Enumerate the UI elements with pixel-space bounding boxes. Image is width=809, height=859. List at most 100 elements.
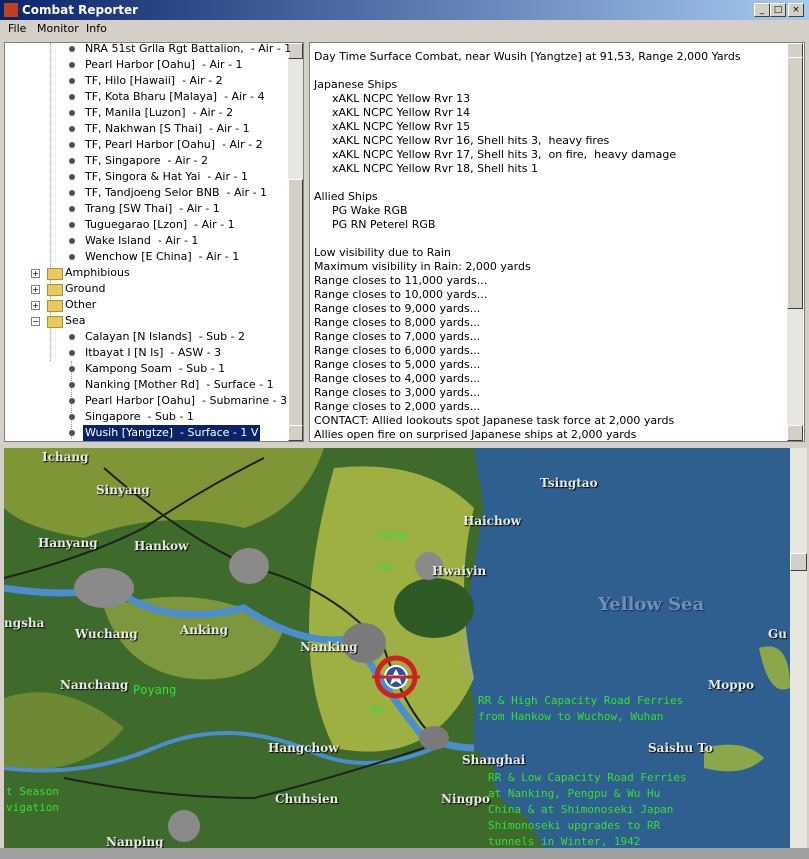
map-note: RR & Low Capacity Road Ferries [488,771,687,784]
map-label[interactable]: Yellow Sea [598,594,705,615]
map-label[interactable]: Tsingtao [540,476,598,490]
tree-node-icon [69,238,75,244]
map-note: Shimonoseki upgrades to RR [488,819,661,832]
map-label[interactable]: Sinyang [96,483,150,497]
map-scrollbar[interactable] [790,448,807,848]
tree-node-icon [69,222,75,228]
map-label[interactable]: Hangchow [268,741,339,755]
tree-expander[interactable]: + [31,269,40,278]
report-line: Range closes to 9,000 yards... [314,302,481,315]
tree-node[interactable]: Tuguegarao [Lzon] - Air - 1 [85,218,235,231]
scroll-thumb[interactable] [787,57,803,309]
tree-node-icon [69,142,75,148]
map-note: at Nanking, Pengpu & Wu Hu [488,787,661,800]
tree-folder[interactable]: Amphibious [65,266,130,279]
tree-node[interactable]: TF, Singora & Hat Yai - Air - 1 [85,170,248,183]
tree-node[interactable]: Trang [SW Thai] - Air - 1 [85,202,220,215]
tree-node-icon [69,62,75,68]
map-view[interactable]: Ichang Sinyang Hanyang Hankow Tsingtao Haicho… [4,448,790,848]
map-label[interactable]: Hu [378,560,393,574]
tree-node[interactable]: Pearl Harbor [Oahu] - Air - 1 [85,58,243,71]
tree-node[interactable]: Wenchow [E China] - Air - 1 [85,250,240,263]
report-line: xAKL NCPC Yellow Rvr 18, Shell hits 1 [332,162,539,175]
tree-node[interactable]: TF, Manila [Luzon] - Air - 2 [85,106,234,119]
scroll-down[interactable] [288,425,303,441]
report-line: xAKL NCPC Yellow Rvr 16, Shell hits 3, h… [332,134,610,147]
map-label[interactable]: Chuhsien [275,792,339,806]
tree-node[interactable]: Calayan [N Islands] - Sub - 2 [85,330,246,343]
close-button[interactable]: × [788,3,804,17]
tree-node-icon [69,158,75,164]
tree-node[interactable]: Nanking [Mother Rd] - Surface - 1 [85,378,274,391]
report-panel: Day Time Surface Combat, near Wusih [Yan… [309,42,805,442]
tree-folder[interactable]: Other [65,298,97,311]
tree-node[interactable]: TF, Kota Bharu [Malaya] - Air - 4 [85,90,265,103]
map-terrain [4,448,790,848]
tree-node[interactable]: TF, Pearl Harbor [Oahu] - Air - 2 [85,138,263,151]
tree-node[interactable]: TF, Hilo [Hawaii] - Air - 2 [85,74,223,87]
tree-node-icon [69,398,75,404]
folder-icon [47,268,63,280]
tree-node[interactable]: TF, Singapore - Air - 2 [85,154,209,167]
tree-expander[interactable]: + [31,301,40,310]
map-label[interactable]: Nanping [106,835,164,848]
report-line: Range closes to 2,000 yards... [314,400,481,413]
map-label[interactable]: Ningpo [441,792,491,806]
map-label[interactable]: Poyang [133,683,177,697]
tree-node[interactable]: Itbayat I [N Is] - ASW - 3 [85,346,222,359]
tree-node[interactable]: TF, Tandjoeng Selor BNB - Air - 1 [85,186,268,199]
map-label[interactable]: Gu [768,627,787,641]
map-label[interactable]: Nanking [300,640,358,654]
tree-scrollbar[interactable] [288,43,303,441]
tree-node[interactable]: Pearl Harbor [Oahu] - Submarine - 3 [85,394,288,407]
menu-item[interactable]: File [8,22,27,35]
map-label[interactable]: Moppo [708,678,755,692]
scroll-thumb[interactable] [790,553,807,571]
minimize-button[interactable]: _ [754,3,770,17]
tree-node-icon [69,350,75,356]
map-label[interactable]: Hu [370,703,385,717]
map-label[interactable]: Anking [180,623,229,637]
menu-item[interactable]: Info [86,22,107,35]
tree-node[interactable]: Wake Island - Air - 1 [85,234,199,247]
report-line: xAKL NCPC Yellow Rvr 17, Shell hits 3, o… [332,148,677,161]
map-note: vigation [6,801,59,814]
scroll-thumb[interactable] [288,179,303,441]
scroll-down[interactable] [787,425,803,441]
map-label[interactable]: Nanchang [60,678,129,692]
report-line: Japanese Ships [314,78,398,91]
tree-node[interactable]: Singapore - Sub - 1 [85,410,194,423]
tree-node-icon [69,382,75,388]
map-label[interactable]: Haichow [463,514,522,528]
tree-node-icon [69,46,75,52]
maximize-button[interactable]: □ [770,3,786,17]
folder-icon [47,300,63,312]
map-note: tunnels in Winter, 1942 [488,835,641,848]
tree-folder[interactable]: Sea [65,314,86,327]
tree-node[interactable]: TF, Nakhwan [S Thai] - Air - 1 [85,122,250,135]
map-label[interactable]: Hanyang [38,536,98,550]
tree-node-icon [69,78,75,84]
map-label[interactable]: Saishu To [648,741,713,755]
map-label[interactable]: Wuchang [75,627,138,641]
status-strip [0,848,809,859]
report-line: Range closes to 7,000 yards... [314,330,481,343]
map-label[interactable]: Hankow [134,539,189,553]
folder-icon [47,284,63,296]
map-label[interactable]: Hwaiyin [432,564,487,578]
report-line: Range closes to 5,000 yards... [314,358,481,371]
tree-expander[interactable]: + [31,285,40,294]
tree-node[interactable]: NRA 51st Grlla Rgt Battalion, - Air - 1 [85,42,292,55]
scroll-up[interactable] [288,43,303,59]
map-label[interactable]: ngsha [4,616,45,630]
tree-node[interactable]: Kampong Soam - Sub - 1 [85,362,226,375]
map-label[interactable]: Hung [378,528,407,542]
report-scrollbar[interactable] [787,43,803,441]
map-label[interactable]: Ichang [42,450,89,464]
tree-node[interactable]: Wusih [Yangtze] - Surface - 1 V [81,424,262,441]
tree-expander[interactable]: − [31,317,40,326]
map-label[interactable]: Shanghai [462,753,526,767]
combat-marker[interactable] [372,655,420,699]
menu-item[interactable]: Monitor [37,22,79,35]
tree-folder[interactable]: Ground [65,282,106,295]
